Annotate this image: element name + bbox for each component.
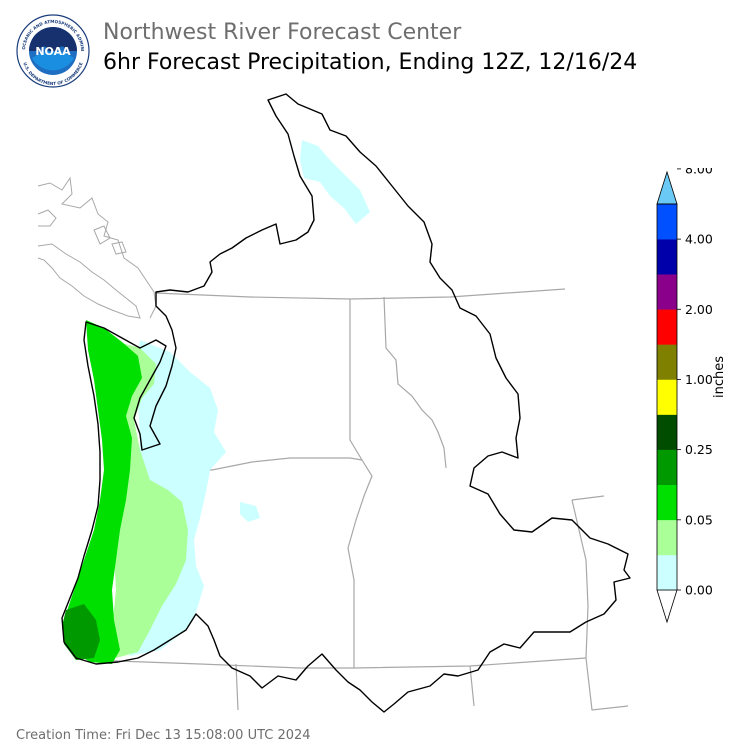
colorbar-tick-label: 0.25 <box>685 442 713 457</box>
colorbar-band <box>657 414 677 450</box>
colorbar-tick-label: 1.00 <box>685 372 713 387</box>
colorbar-tick-label: 4.00 <box>685 232 713 247</box>
precip-area-trace <box>300 140 370 224</box>
precip-fill <box>62 140 370 664</box>
precip-area-heavy <box>62 604 100 660</box>
colorbar-frame <box>656 203 678 591</box>
colorbar-band <box>657 344 677 380</box>
colorbar-unit-label: inches <box>712 355 727 398</box>
colorbar-max-triangle <box>656 170 678 205</box>
colorbar-band <box>657 309 677 345</box>
colorbar-band <box>657 554 677 591</box>
precip-area-moderate <box>64 320 142 664</box>
colorbar-min-triangle <box>656 589 678 624</box>
page-title: Northwest River Forecast Center <box>103 20 462 45</box>
colorbar-band <box>657 449 677 486</box>
colorbar-band <box>657 484 677 521</box>
colorbar-band <box>657 274 677 310</box>
colorbar-band <box>657 204 677 240</box>
colorbar-tick-label: 0.05 <box>685 512 713 527</box>
colorbar-band <box>657 239 677 275</box>
noaa-logo: NOAA NATIONAL OCEANIC AND ATMOSPHERIC AD… <box>16 14 90 88</box>
colorbar-tick-label: 0.00 <box>685 583 713 598</box>
noaa-logo-text: NOAA <box>35 45 71 58</box>
coastline-bc <box>37 176 157 319</box>
precip-area-light <box>112 342 188 658</box>
basin-outline <box>61 93 631 713</box>
colorbar-tick-label: 8.00 <box>685 168 713 176</box>
colorbar-tick-label: 2.00 <box>685 302 713 317</box>
colorbar-band <box>657 379 677 415</box>
precip-area-trace <box>240 502 260 522</box>
page-subtitle: 6hr Forecast Precipitation, Ending 12Z, … <box>103 50 638 75</box>
precip-colorbar: 0.00 0.05 0.25 1.00 2.00 4.00 8.00 <box>656 168 713 624</box>
colorbar-band <box>657 519 677 556</box>
creation-time: Creation Time: Fri Dec 13 15:08:00 UTC 2… <box>16 728 311 743</box>
